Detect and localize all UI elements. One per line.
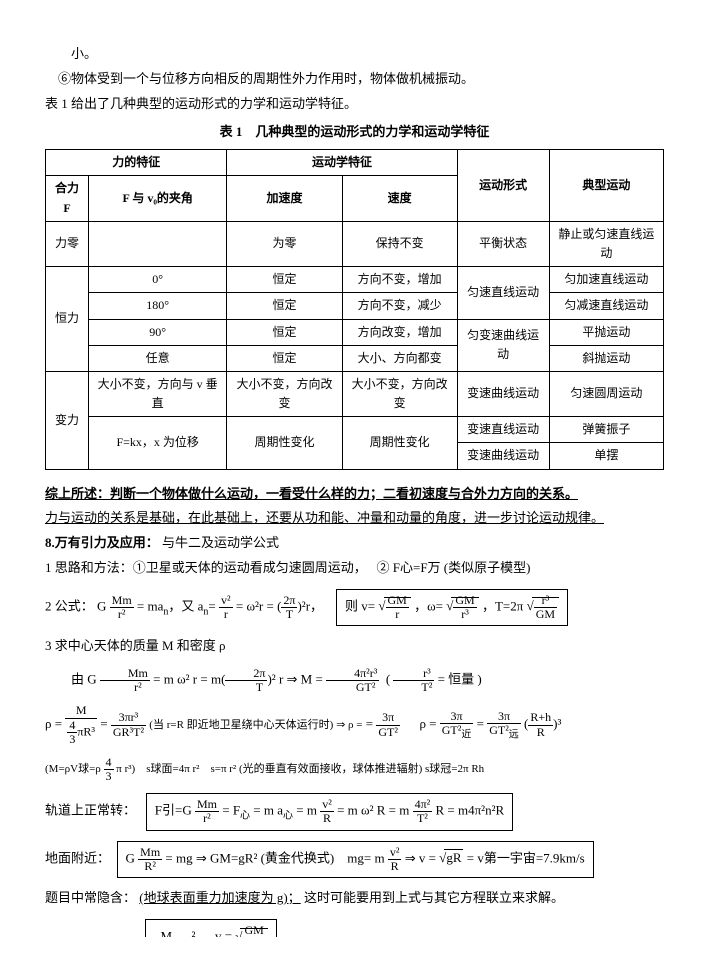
cell: 方向不变，减少 — [342, 293, 457, 319]
cell: 匀变速曲线运动 — [457, 319, 549, 371]
cell — [88, 221, 226, 266]
m3a: 由 G — [71, 672, 97, 687]
m2-tail: ，T=2π — [482, 598, 523, 613]
cell: 平衡状态 — [457, 221, 549, 266]
cell: 0° — [88, 267, 226, 293]
surf1: = mg ⇒ GM=gR² (黄金代换式) mg= m — [165, 850, 384, 865]
cell: 为零 — [227, 221, 342, 266]
cell: 90° — [88, 319, 226, 345]
th-force: 力的特征 — [46, 150, 227, 176]
cell: 变速曲线运动 — [457, 371, 549, 416]
m3c2: π r³) s球面=4π r² s=π r² (光的垂直有效面接收，球体推进辐射… — [116, 763, 484, 775]
eq-bottom: M ² v = GM — [145, 919, 664, 937]
cell: 弹簧振子 — [549, 417, 663, 443]
cell: 匀加速直线运动 — [549, 267, 663, 293]
orbit-tail: R = m4π²n²R — [436, 803, 505, 818]
method-2: 2 公式： G Mmr² = man，又 an= v²r = ω²r = (2π… — [45, 589, 664, 626]
surf2: ⇒ v = — [405, 850, 436, 865]
cell: 变速直线运动 — [457, 417, 549, 443]
cell: 恒力 — [46, 267, 89, 372]
sec8-title: 8.万有引力及应用： — [45, 535, 159, 550]
cell: 斜抛运动 — [549, 345, 663, 371]
orbit-eq: F引=G — [155, 803, 192, 818]
cell: 匀减速直线运动 — [549, 293, 663, 319]
intro-line-1: ⑥物体受到一个与位移方向相反的周期性外力作用时，物体做机械振动。 — [45, 69, 664, 90]
eq-surface: 地面附近： G MmR² = mg ⇒ GM=gR² (黄金代换式) mg= m… — [45, 841, 664, 878]
cell: 任意 — [88, 345, 226, 371]
m2-label: 2 公式： — [45, 598, 94, 613]
method-1: 1 思路和方法：①卫星或天体的运动看成匀速圆周运动， ② F心=F万 (类似原子… — [45, 558, 664, 579]
implicit-tail: 这时可能要用到上式与其它方程联立来求解。 — [304, 890, 564, 905]
cell: 静止或匀速直线运动 — [549, 221, 663, 266]
m3b: (当 r=R 即近地卫星绕中心天体运行时) ⇒ ρ = — [149, 719, 362, 731]
summary-2: 力与运动的关系是基础，在此基础上，还要从功和能、冲量和动量的角度，进一步讨论运动… — [45, 508, 664, 529]
th-acc: 加速度 — [227, 176, 342, 221]
cell: 大小不变，方向改变 — [342, 371, 457, 416]
cell: 方向不变，增加 — [342, 267, 457, 293]
orbit-label: 轨道上正常转： — [45, 803, 136, 818]
cell: 恒定 — [227, 267, 342, 293]
cell: 变力 — [46, 371, 89, 469]
th-motion: 运动形式 — [457, 150, 549, 222]
cell: 方向改变，增加 — [342, 319, 457, 345]
cell: F=kx，x 为位移 — [88, 417, 226, 469]
cell: 大小不变，方向与 v 垂直 — [88, 371, 226, 416]
eq-density: ρ = M43πR³ = 3πr³GR³T² (当 r=R 即近地卫星绕中心天体… — [45, 704, 664, 746]
th-net: 合力F — [46, 176, 89, 221]
table-caption: 表 1 几种典型的运动形式的力学和运动学特征 — [45, 122, 664, 143]
cell: 恒定 — [227, 319, 342, 345]
cell: 恒定 — [227, 345, 342, 371]
sec8-sub: 与牛二及运动学公式 — [162, 535, 279, 550]
m2-then: 则 v= — [345, 598, 375, 613]
th-kine: 运动学特征 — [227, 150, 457, 176]
cell: 180° — [88, 293, 226, 319]
cell: 大小不变，方向改变 — [227, 371, 342, 416]
cell: 变速曲线运动 — [457, 443, 549, 469]
intro-line-0: 小。 — [45, 44, 664, 65]
eq-orbit: 轨道上正常转： F引=G Mmr² = F心 = m a心 = m v²R = … — [45, 793, 664, 830]
implicit: 题目中常隐含： — [45, 890, 136, 905]
cell: 保持不变 — [342, 221, 457, 266]
cell: 匀速圆周运动 — [549, 371, 663, 416]
eq-sphere: (M=ρV球=ρ 43 π r³) s球面=4π r² s=π r² (光的垂直… — [45, 756, 664, 783]
eq-mass: 由 G Mmr² = m ω² r = m(2πT)² r ⇒ M = 4π²r… — [45, 667, 664, 694]
surface-label: 地面附近： — [45, 850, 110, 865]
intro-line-2: 表 1 给出了几种典型的运动形式的力学和运动学特征。 — [45, 94, 664, 115]
cell: 大小、方向都变 — [342, 345, 457, 371]
section-8: 8.万有引力及应用： 与牛二及运动学公式 — [45, 533, 664, 554]
cell: 周期性变化 — [227, 417, 342, 469]
cell: 平抛运动 — [549, 319, 663, 345]
cell: 恒定 — [227, 293, 342, 319]
method-3: 3 求中心天体的质量 M 和密度 ρ — [45, 636, 664, 657]
m3c: (M=ρV球=ρ — [45, 763, 101, 775]
cell: 单摆 — [549, 443, 663, 469]
cell: 匀速直线运动 — [457, 267, 549, 319]
cell: 力零 — [46, 221, 89, 266]
surf3: = v第一宇宙=7.9km/s — [467, 850, 585, 865]
m1a: 1 思路和方法：①卫星或天体的运动看成匀速圆周运动， — [45, 560, 367, 575]
implicit-u: (地球表面重力加速度为 g)； — [139, 890, 300, 905]
th-angle: F 与 v₀的夹角 — [88, 176, 226, 221]
implicit-line: 题目中常隐含： (地球表面重力加速度为 g)； 这时可能要用到上式与其它方程联立… — [45, 888, 664, 909]
m3a2: = 恒量 ) — [438, 672, 482, 687]
th-typical: 典型运动 — [549, 150, 663, 222]
th-vel: 速度 — [342, 176, 457, 221]
cell: 周期性变化 — [342, 417, 457, 469]
m1b: ② F心=F万 (类似原子模型) — [377, 560, 531, 575]
summary-1: 综上所述：判断一个物体做什么运动，一看受什么样的力；二看初速度与合外力方向的关系… — [45, 484, 664, 505]
motion-table: 力的特征 运动学特征 运动形式 典型运动 合力F F 与 v₀的夹角 加速度 速… — [45, 149, 664, 469]
